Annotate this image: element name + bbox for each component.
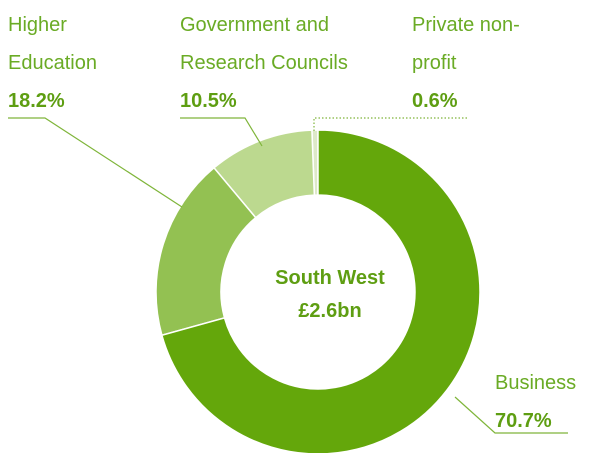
- leader-line: [313, 117, 467, 132]
- donut-slice: [212, 129, 316, 219]
- leader-line: [8, 117, 183, 208]
- slice-label: Higher Education 18.2%: [8, 6, 138, 120]
- category-label: Private non-profit: [412, 14, 520, 74]
- leader-line: [454, 396, 568, 434]
- value-label: 70.7%: [495, 410, 552, 432]
- slice-label: Government and Research Councils 10.5%: [180, 6, 405, 120]
- value-label: 0.6%: [412, 90, 458, 112]
- leader-lines: [8, 117, 568, 434]
- value-label: 10.5%: [180, 90, 237, 112]
- donut-slice: [160, 129, 481, 453]
- slice-label: Private non-profit 0.6%: [412, 6, 537, 120]
- value-label: 18.2%: [8, 90, 65, 112]
- center-title: South West: [275, 267, 385, 289]
- leader-line: [180, 117, 263, 147]
- category-label: Higher Education: [8, 14, 97, 74]
- center-value: £2.6bn: [298, 300, 361, 322]
- donut-slice: [155, 166, 257, 337]
- category-label: Business: [495, 372, 577, 394]
- category-label: Government and Research Councils: [180, 14, 348, 74]
- slice-label: Business 70.7%: [495, 364, 598, 440]
